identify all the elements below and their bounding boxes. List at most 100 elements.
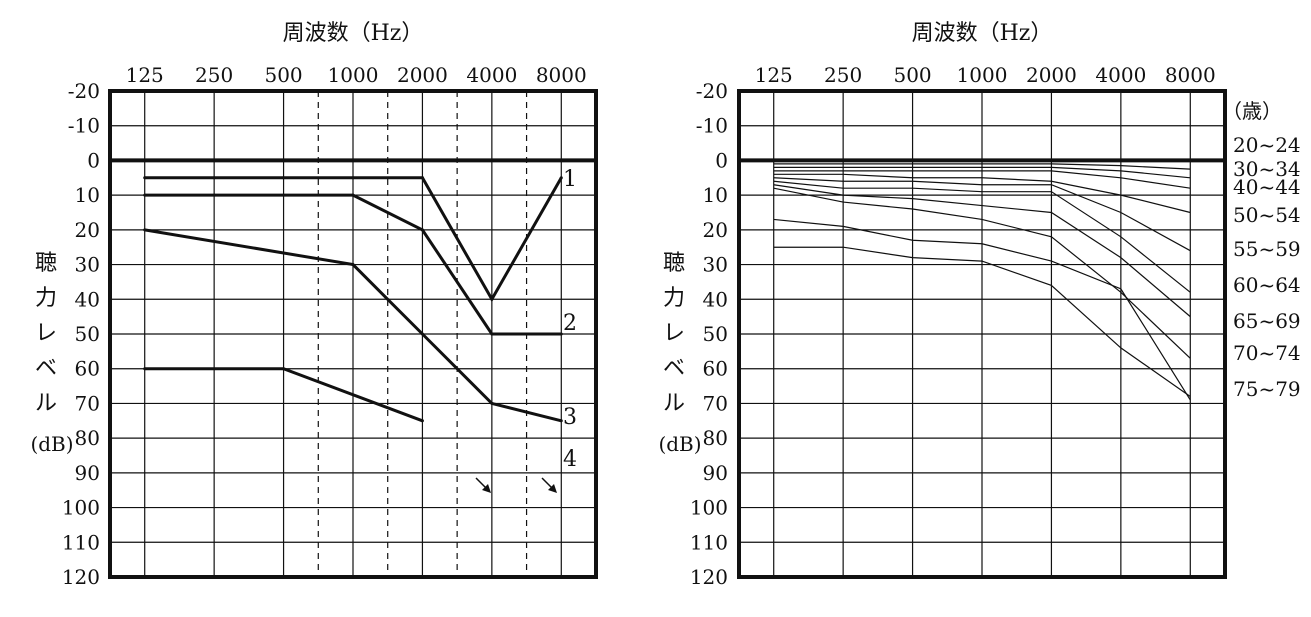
y-axis-label-char: ベ: [35, 356, 57, 381]
y-tick-label: 60: [703, 357, 728, 381]
legend-title: （歳）: [1222, 99, 1282, 123]
y-tick-label: 110: [62, 530, 100, 554]
x-tick-label: 2000: [1026, 63, 1077, 87]
x-tick-label: 500: [893, 63, 931, 87]
y-axis-label-char: 力: [35, 286, 57, 311]
x-tick-label: 1000: [328, 63, 379, 87]
y-tick-label: -10: [68, 114, 100, 138]
data-point: [351, 193, 355, 197]
age-label: 65~69: [1233, 309, 1301, 333]
y-axis-label-char: 聴: [663, 251, 685, 276]
y-tick-label: 90: [703, 461, 728, 485]
y-tick-label: 0: [715, 148, 728, 172]
series-label: 1: [563, 167, 577, 192]
data-point: [559, 419, 563, 423]
y-tick-label: 80: [703, 426, 728, 450]
series-label: 2: [563, 311, 577, 336]
y-axis-label-char: ベ: [663, 356, 685, 381]
y-tick-label: 20: [75, 218, 100, 242]
y-tick-label: 60: [75, 357, 100, 381]
no-response-arrowhead: [548, 484, 557, 493]
right-audiogram: 周波数（Hz） 125 250 500 1000 2000 4000 8000 -20 -10 0 1…: [658, 21, 1300, 589]
y-tick-label: 50: [75, 322, 100, 346]
x-tick-label: 1000: [957, 63, 1008, 87]
data-point: [351, 263, 355, 267]
data-point: [420, 332, 424, 336]
chart-title: 周波数（Hz）: [283, 21, 424, 46]
age-curve-extra: [773, 246, 1191, 397]
x-tick-label: 500: [264, 63, 302, 87]
y-tick-label: 120: [690, 565, 728, 589]
age-curve-30~34: [773, 166, 1191, 179]
y-tick-label: 30: [75, 253, 100, 277]
age-curve-65~69: [773, 184, 1191, 318]
data-point: [212, 193, 216, 197]
y-axis-label-char: 力: [663, 286, 685, 311]
age-label: 60~64: [1233, 273, 1301, 297]
left-audiogram: 周波数（Hz）125 250 500 1000 2000 4000 8000-20-1001…: [30, 21, 598, 589]
y-tick-label: 120: [62, 565, 100, 589]
no-response-arrowhead: [482, 484, 491, 493]
y-tick-label: 20: [703, 218, 728, 242]
age-label: 30~34: [1233, 157, 1301, 181]
plot-frame: [737, 89, 1227, 579]
age-curve-75~79: [773, 218, 1191, 401]
y-tick-label: 40: [703, 287, 728, 311]
age-curve-70~74: [773, 187, 1191, 359]
x-tick-label: 8000: [1165, 63, 1216, 87]
age-curve-20~24: [773, 163, 1191, 170]
data-point: [143, 193, 147, 197]
age-label: 55~59: [1233, 237, 1301, 261]
y-tick-label: 100: [690, 496, 728, 520]
x-tick-label: 4000: [1095, 63, 1146, 87]
data-point: [282, 193, 286, 197]
plot-frame: [108, 89, 598, 579]
data-point: [143, 228, 147, 232]
y-tick-label: 70: [75, 391, 100, 415]
y-tick-label: 0: [87, 148, 100, 172]
x-tick-label: 250: [824, 63, 862, 87]
age-curve-50~54: [773, 173, 1191, 214]
data-point: [143, 367, 147, 371]
data-point: [351, 176, 355, 180]
x-tick-label: 125: [126, 63, 164, 87]
y-tick-label: 10: [75, 183, 100, 207]
chart-title: 周波数（Hz）: [912, 21, 1053, 46]
data-point: [420, 419, 424, 423]
y-axis-label-char: 聴: [35, 251, 57, 276]
y-tick-label: 90: [75, 461, 100, 485]
age-curve-60~64: [773, 180, 1191, 293]
y-axis-label-char: レ: [35, 321, 57, 346]
y-tick-label: -10: [696, 114, 728, 138]
age-label: 20~24: [1233, 133, 1301, 157]
y-axis-label-char: ル: [663, 391, 685, 416]
data-point: [490, 332, 494, 336]
x-tick-label: 8000: [536, 63, 587, 87]
y-tick-label: -20: [68, 79, 100, 103]
y-tick-label: 10: [703, 183, 728, 207]
data-point: [420, 176, 424, 180]
x-tick-label: 250: [195, 63, 233, 87]
data-point: [490, 401, 494, 405]
y-axis-label-char: レ: [663, 321, 685, 346]
data-point: [420, 228, 424, 232]
y-tick-label: 30: [703, 253, 728, 277]
y-axis-unit: (dB): [30, 432, 73, 456]
y-tick-label: 50: [703, 322, 728, 346]
y-tick-label: -20: [696, 79, 728, 103]
y-tick-label: 80: [75, 426, 100, 450]
data-point: [490, 297, 494, 301]
data-point: [212, 176, 216, 180]
x-tick-label: 2000: [397, 63, 448, 87]
data-point: [143, 176, 147, 180]
age-label: 75~79: [1233, 377, 1301, 401]
y-tick-label: 40: [75, 287, 100, 311]
y-tick-label: 70: [703, 391, 728, 415]
age-label: 70~74: [1233, 341, 1301, 365]
age-label: 50~54: [1233, 203, 1301, 227]
y-tick-label: 100: [62, 496, 100, 520]
y-tick-label: 110: [690, 530, 728, 554]
age-curve-40~44: [773, 170, 1191, 189]
data-point: [559, 176, 563, 180]
